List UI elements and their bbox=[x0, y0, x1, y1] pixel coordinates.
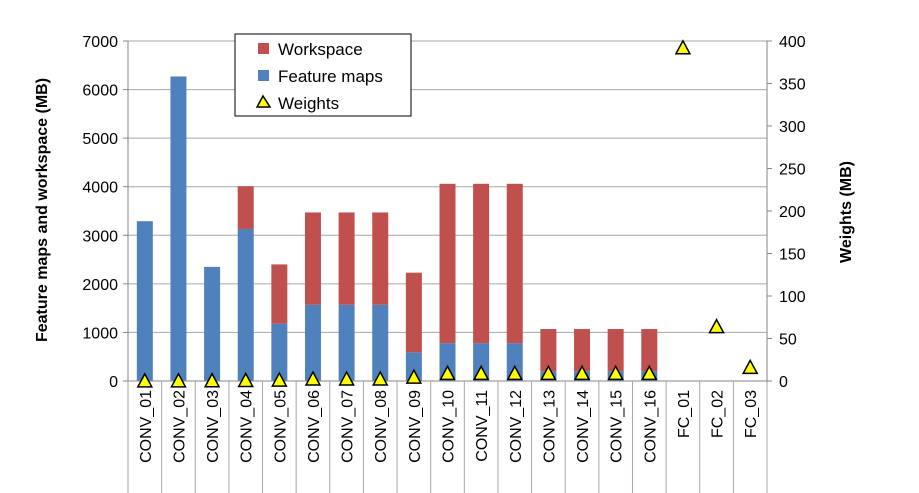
legend-swatch-workspace bbox=[258, 43, 269, 54]
left-tick-label: 3000 bbox=[82, 228, 118, 245]
category-label-conv_01: CONV_01 bbox=[138, 390, 155, 463]
category-label-conv_04: CONV_04 bbox=[239, 390, 256, 463]
right-tick-label: 50 bbox=[779, 332, 797, 349]
bars bbox=[136, 76, 759, 381]
bar-feature-maps-conv_02 bbox=[170, 76, 187, 381]
category-label-conv_13: CONV_13 bbox=[541, 390, 558, 463]
bar-feature-maps-conv_07 bbox=[338, 304, 355, 381]
marker-weights-conv_13 bbox=[540, 364, 557, 381]
legend-label-workspace: Workspace bbox=[278, 40, 363, 59]
legend: Workspace Feature maps Weights bbox=[234, 33, 412, 117]
bar-feature-maps-conv_11 bbox=[473, 343, 490, 381]
bar-workspace-conv_05 bbox=[271, 264, 288, 324]
bar-feature-maps-conv_04 bbox=[237, 228, 254, 381]
marker-weights-fc_02 bbox=[708, 318, 725, 334]
marker-weights-conv_12 bbox=[506, 364, 524, 381]
axes bbox=[127, 41, 768, 493]
right-tick-labels: 0 50 100 150 200 250 300 350 400 bbox=[767, 34, 806, 391]
bar-feature-maps-conv_09 bbox=[405, 352, 422, 381]
left-tick-label: 2000 bbox=[82, 277, 118, 294]
bar-workspace-conv_04 bbox=[237, 186, 254, 229]
bar-workspace-conv_08 bbox=[372, 212, 389, 305]
marker-weights-conv_02 bbox=[170, 372, 187, 388]
marker-weights-conv_03 bbox=[203, 372, 221, 388]
category-label-conv_05: CONV_05 bbox=[272, 390, 289, 463]
bar-feature-maps-conv_05 bbox=[271, 323, 288, 381]
bar-workspace-conv_16 bbox=[641, 329, 658, 372]
left-tick-label: 4000 bbox=[82, 180, 118, 197]
bar-workspace-conv_10 bbox=[439, 183, 456, 344]
bar-workspace-conv_14 bbox=[574, 329, 591, 372]
right-tick-label: 150 bbox=[779, 247, 806, 264]
marker-weights-conv_14 bbox=[573, 364, 591, 381]
category-label-conv_07: CONV_07 bbox=[340, 390, 357, 463]
marker-weights-conv_10 bbox=[439, 364, 456, 381]
left-tick-label: 6000 bbox=[82, 83, 118, 100]
category-label-fc_01: FC_01 bbox=[676, 390, 693, 438]
category-label-conv_15: CONV_15 bbox=[609, 390, 626, 463]
bar-feature-maps-conv_01 bbox=[136, 221, 153, 381]
bar-feature-maps-conv_12 bbox=[506, 343, 523, 381]
bar-workspace-conv_15 bbox=[607, 329, 624, 372]
category-label-conv_08: CONV_08 bbox=[373, 390, 390, 463]
right-tick-label: 400 bbox=[779, 34, 806, 51]
marker-weights-conv_05 bbox=[271, 371, 288, 387]
category-label-conv_14: CONV_14 bbox=[575, 390, 592, 463]
bar-feature-maps-conv_03 bbox=[204, 266, 221, 381]
category-label-conv_02: CONV_02 bbox=[171, 390, 188, 463]
right-tick-label: 350 bbox=[779, 77, 806, 94]
left-tick-label: 1000 bbox=[82, 325, 118, 342]
y-axis-title-right: Weights (MB) bbox=[838, 161, 855, 263]
bar-feature-maps-conv_06 bbox=[304, 304, 321, 381]
marker-weights-fc_01 bbox=[674, 39, 692, 55]
left-tick-label: 5000 bbox=[82, 131, 118, 148]
legend-swatch-feature-maps bbox=[258, 70, 269, 81]
category-labels: CONV_01 CONV_02 CONV_03 CONV_04 CONV_05 CONV_… bbox=[138, 390, 760, 463]
legend-marker-weights bbox=[255, 94, 272, 108]
category-label-fc_02: FC_02 bbox=[710, 390, 727, 438]
legend-label-feature-maps: Feature maps bbox=[278, 67, 383, 86]
legend-label-weights: Weights bbox=[278, 94, 339, 113]
category-label-conv_03: CONV_03 bbox=[205, 390, 222, 463]
category-label-conv_11: CONV_11 bbox=[474, 390, 491, 462]
bar-workspace-conv_13 bbox=[540, 329, 557, 372]
bar-workspace-conv_06 bbox=[304, 212, 321, 305]
y-axis-title-left: Feature maps and workspace (MB) bbox=[34, 78, 51, 342]
marker-weights-conv_06 bbox=[304, 370, 322, 386]
category-label-conv_10: CONV_10 bbox=[441, 390, 458, 463]
right-tick-label: 250 bbox=[779, 162, 806, 179]
right-tick-label: 0 bbox=[779, 374, 788, 391]
marker-weights-conv_07 bbox=[338, 370, 355, 386]
marker-weights-fc_03 bbox=[741, 358, 759, 375]
bar-feature-maps-conv_08 bbox=[372, 304, 389, 381]
left-tick-label: 0 bbox=[109, 374, 118, 391]
category-label-conv_06: CONV_06 bbox=[306, 390, 323, 463]
category-label-fc_03: FC_03 bbox=[743, 390, 760, 438]
bar-feature-maps-conv_10 bbox=[439, 343, 456, 381]
marker-weights-conv_11 bbox=[472, 364, 490, 381]
bar-workspace-conv_09 bbox=[405, 272, 422, 353]
marker-weights-conv_16 bbox=[641, 364, 658, 381]
left-tick-labels: 0 1000 2000 3000 4000 5000 6000 7000 bbox=[82, 34, 118, 391]
right-tick-label: 300 bbox=[779, 119, 806, 136]
bar-workspace-conv_12 bbox=[506, 183, 523, 344]
right-tick-label: 100 bbox=[779, 289, 806, 306]
marker-weights-conv_15 bbox=[607, 364, 624, 381]
category-label-conv_12: CONV_12 bbox=[508, 390, 525, 463]
marker-weights-conv_01 bbox=[136, 372, 154, 388]
left-tick-label: 7000 bbox=[82, 34, 118, 51]
category-label-conv_09: CONV_09 bbox=[407, 390, 424, 463]
bar-workspace-conv_07 bbox=[338, 212, 355, 305]
right-tick-label: 200 bbox=[779, 204, 806, 221]
category-label-conv_16: CONV_16 bbox=[642, 390, 659, 463]
bar-workspace-conv_11 bbox=[473, 183, 490, 344]
marker-weights-conv_04 bbox=[237, 371, 254, 388]
marker-weights-conv_08 bbox=[371, 370, 389, 386]
weight-markers bbox=[136, 39, 759, 388]
marker-weights-conv_09 bbox=[405, 368, 423, 384]
